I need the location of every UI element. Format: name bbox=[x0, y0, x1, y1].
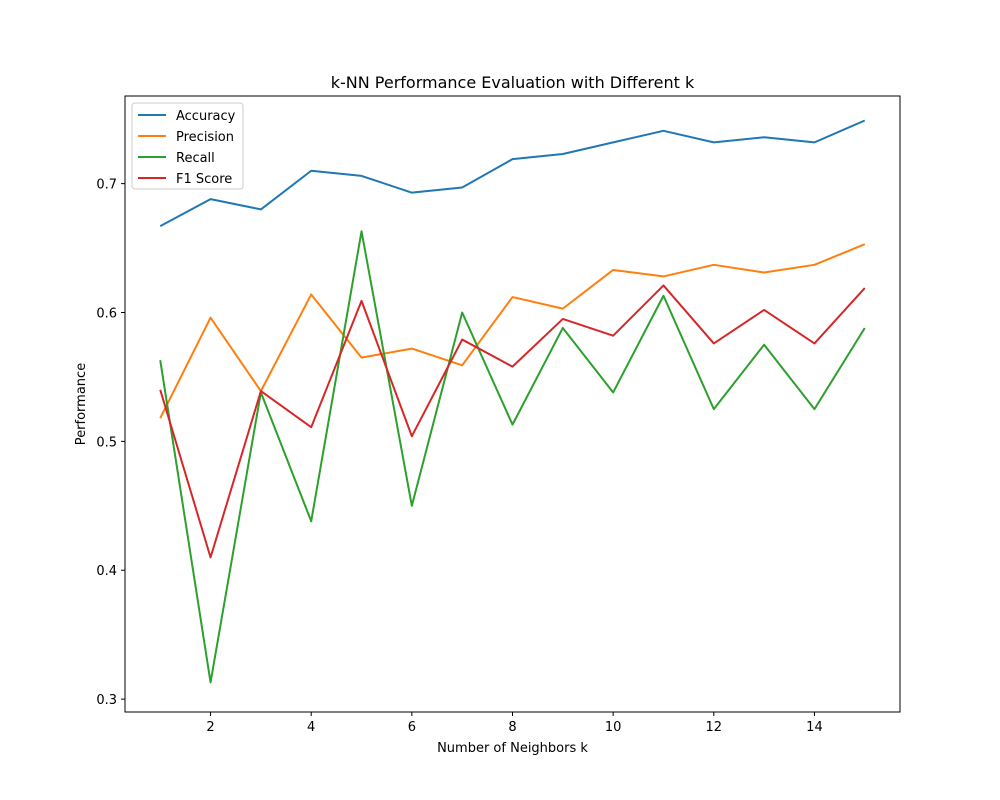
axes-frame bbox=[124, 95, 901, 713]
series-line-recall bbox=[159, 230, 866, 684]
legend-box bbox=[131, 102, 244, 190]
series-line-accuracy bbox=[159, 119, 866, 228]
x-tick-label: 8 bbox=[508, 720, 516, 735]
x-tick-label: 6 bbox=[408, 720, 416, 735]
y-axis-label: Performance bbox=[74, 363, 89, 445]
y-tick-label: 0.6 bbox=[96, 307, 117, 322]
y-tick-label: 0.7 bbox=[96, 178, 117, 193]
series-line-f1-score bbox=[159, 284, 866, 559]
legend: Accuracy Precision Recall F1 Score bbox=[131, 102, 244, 190]
y-tick-label: 0.3 bbox=[96, 693, 117, 708]
legend-label-accuracy: Accuracy bbox=[176, 109, 236, 124]
x-tick-label: 10 bbox=[605, 720, 622, 735]
y-tick-label: 0.4 bbox=[96, 564, 117, 579]
legend-label-recall: Recall bbox=[176, 151, 215, 166]
chart-title: k-NN Performance Evaluation with Differe… bbox=[331, 73, 695, 92]
x-tick-label: 2 bbox=[206, 720, 214, 735]
x-tick-label: 4 bbox=[307, 720, 315, 735]
x-tick-label: 12 bbox=[706, 720, 723, 735]
y-tick-label: 0.5 bbox=[96, 435, 117, 450]
legend-label-precision: Precision bbox=[176, 130, 234, 145]
plot-area: 2 4 6 8 10 12 14 0.3 0.4 0.5 0.6 0.7 bbox=[96, 119, 866, 735]
x-tick-label: 14 bbox=[806, 720, 823, 735]
series-line-precision bbox=[159, 243, 866, 419]
x-axis-label: Number of Neighbors k bbox=[437, 741, 588, 756]
legend-label-f1-score: F1 Score bbox=[176, 172, 232, 187]
